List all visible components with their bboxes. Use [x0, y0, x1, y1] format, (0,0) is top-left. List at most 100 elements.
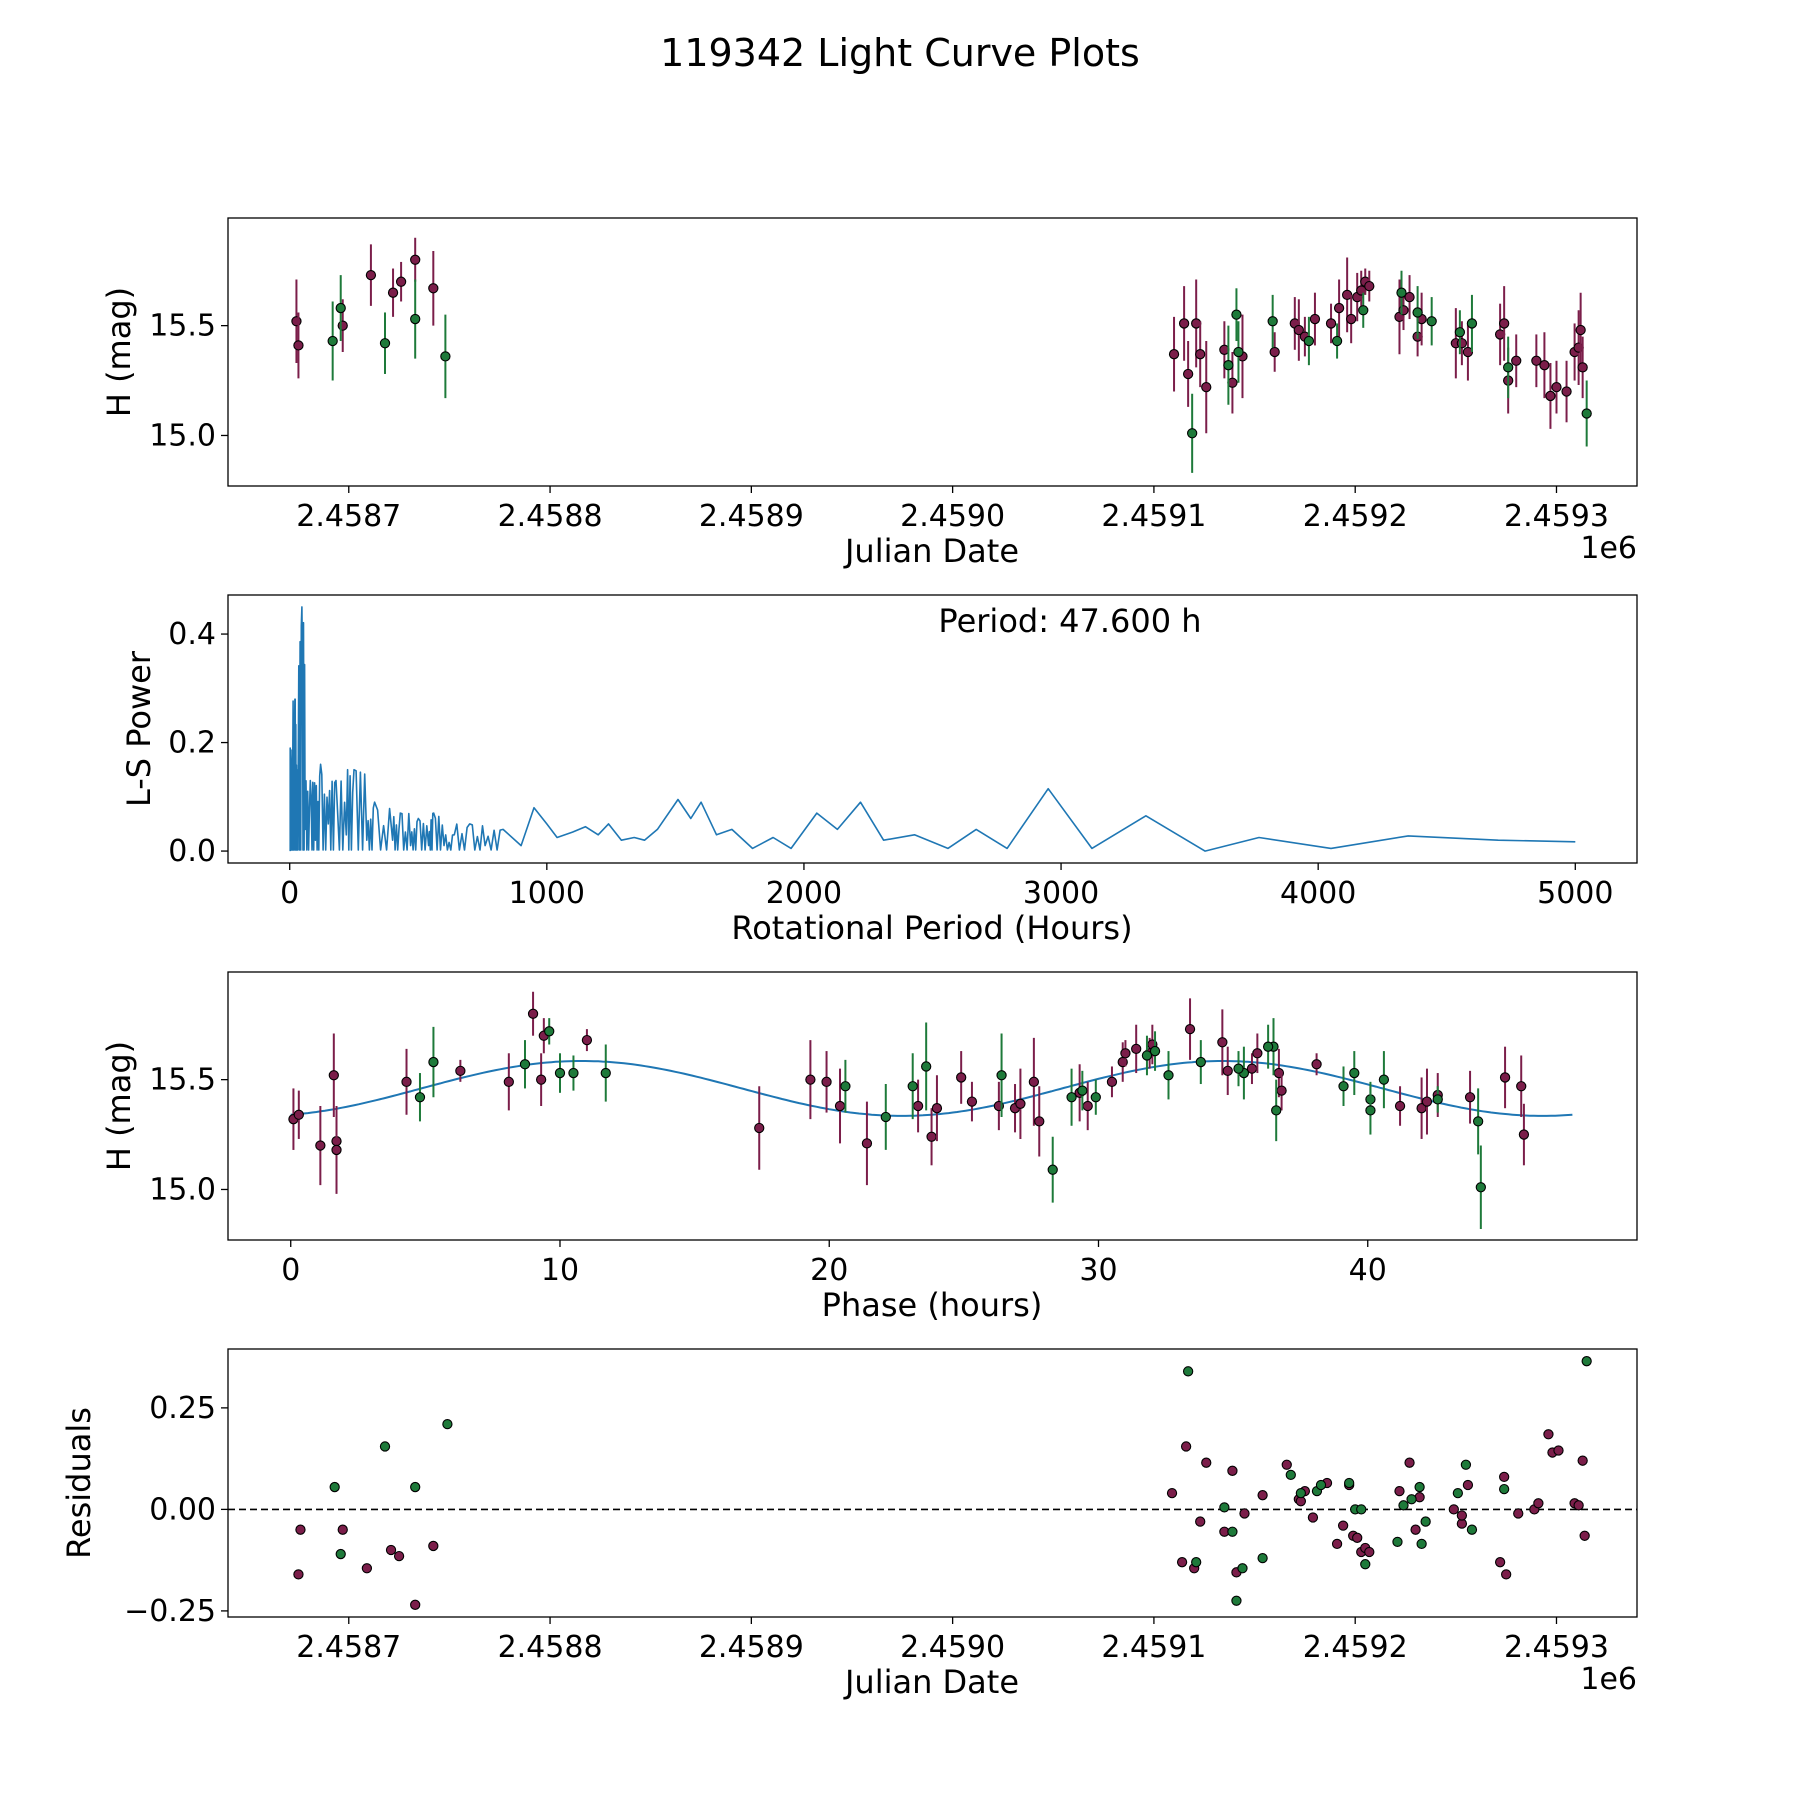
phase-point-band-green — [1338, 1081, 1349, 1092]
periodogram-line — [289, 606, 1576, 852]
residuals-point-band-green — [1581, 1356, 1592, 1367]
panel-residuals-frame — [227, 1348, 1638, 1618]
periodogram-y-tick-label: 0.4 — [168, 617, 216, 652]
lightcurve-x-tick-label: 2.4591 — [1101, 499, 1206, 534]
phase-x-tick-label: 20 — [810, 1253, 848, 1288]
phase-point-band-red — [754, 1122, 765, 1134]
phase-point-band-green — [1271, 1105, 1282, 1116]
residuals-point-band-red — [1307, 1512, 1319, 1523]
residuals-point-band-green — [1191, 1557, 1202, 1568]
phase-point-band-green — [1472, 1116, 1484, 1127]
lightcurve-point-band-red — [365, 269, 377, 281]
phase-point-band-green — [544, 1026, 555, 1037]
phase-point-band-red — [315, 1140, 326, 1151]
lightcurve-point-band-green — [1358, 305, 1369, 316]
phase-point-band-red — [293, 1109, 304, 1120]
lightcurve-point-band-red — [1168, 349, 1180, 360]
residuals-point-band-green — [1237, 1563, 1248, 1574]
residuals-point-band-green — [1406, 1494, 1417, 1505]
phase-point-band-red — [535, 1074, 547, 1085]
lightcurve-point-band-red — [1539, 360, 1550, 371]
lightcurve-point-band-red — [1346, 313, 1357, 325]
lightcurve-point-band-red — [1333, 302, 1345, 314]
periodogram-x-tick-label: 4000 — [1280, 876, 1356, 911]
phase-point-band-red — [581, 1034, 593, 1046]
residuals-x-label: Julian Date — [843, 1663, 1019, 1701]
phase-y-tick-label: 15.5 — [149, 1063, 216, 1098]
phase-point-band-red — [1499, 1072, 1511, 1083]
phase-point-band-red — [926, 1131, 937, 1142]
lightcurve-point-band-red — [1531, 355, 1542, 366]
residuals-point-band-red — [1456, 1510, 1468, 1521]
residuals-point-band-red — [337, 1524, 348, 1535]
residuals-point-band-red — [410, 1599, 421, 1610]
residuals-y-tick-label: 0.25 — [149, 1391, 216, 1426]
lightcurve-point-band-green — [1267, 316, 1278, 327]
panel-phase-frame — [227, 971, 1638, 1241]
phase-point-band-red — [455, 1065, 466, 1077]
phase-x-tick-label: 40 — [1349, 1253, 1387, 1288]
lightcurve-x-tick-label: 2.4589 — [699, 499, 804, 534]
phase-point-band-red — [1015, 1098, 1026, 1109]
periodogram-x-tick-label: 5000 — [1537, 876, 1613, 911]
phase-point-band-green — [1233, 1063, 1244, 1074]
phase-point-band-green — [921, 1061, 932, 1072]
lightcurve-point-band-green — [1233, 346, 1244, 358]
periodogram-x-tick-label: 2000 — [766, 876, 842, 911]
phase-point-band-green — [1141, 1050, 1153, 1061]
residuals-point-band-green — [1466, 1524, 1478, 1535]
residuals-point-band-red — [1394, 1485, 1405, 1497]
phase-point-band-green — [554, 1067, 566, 1079]
residuals-point-band-red — [1352, 1532, 1363, 1543]
residuals-x-tick-label: 2.4590 — [900, 1630, 1005, 1665]
figure-title: 119342 Light Curve Plots — [660, 31, 1140, 75]
residuals-point-band-red — [1195, 1516, 1206, 1527]
residuals-x-tick-label: 2.4593 — [1504, 1630, 1609, 1665]
lightcurve-point-band-red — [1545, 390, 1556, 402]
residuals-point-band-green — [1392, 1536, 1403, 1548]
residuals-y-label: Residuals — [60, 1407, 98, 1559]
lightcurve-point-band-red — [1269, 346, 1280, 358]
lightcurve-point-band-red — [1575, 324, 1586, 336]
residuals-point-band-green — [1295, 1488, 1307, 1499]
phase-point-band-red — [956, 1072, 967, 1083]
phase-point-band-red — [966, 1096, 978, 1107]
phase-point-band-red — [861, 1138, 873, 1149]
residuals-point-band-red — [1180, 1441, 1192, 1452]
phase-point-band-red — [503, 1076, 514, 1087]
phase-point-band-red — [1518, 1129, 1530, 1140]
residuals-point-band-green — [1231, 1595, 1242, 1606]
residuals-point-band-red — [1533, 1498, 1544, 1509]
residuals-x-tick-label: 2.4589 — [699, 1630, 804, 1665]
phase-point-band-green — [568, 1067, 579, 1079]
residuals-point-band-red — [1553, 1445, 1564, 1456]
phase-point-band-red — [1217, 1037, 1228, 1048]
lightcurve-y-label: H (mag) — [100, 287, 138, 417]
phase-point-band-red — [328, 1070, 339, 1081]
phase-point-band-red — [401, 1076, 412, 1087]
residuals-point-band-green — [1360, 1559, 1371, 1570]
lightcurve-point-band-red — [337, 320, 348, 331]
period-annotation: Period: 47.600 h — [938, 602, 1201, 640]
phase-y-label: H (mag) — [100, 1041, 138, 1171]
residuals-point-band-green — [442, 1418, 453, 1430]
residuals-point-band-green — [329, 1481, 340, 1493]
periodogram-y-tick-label: 0.2 — [168, 726, 216, 761]
residuals-point-band-red — [293, 1569, 304, 1580]
lightcurve-point-band-red — [1364, 280, 1375, 292]
phase-point-band-red — [1276, 1085, 1287, 1096]
phase-point-band-green — [1378, 1074, 1390, 1085]
residuals-x-tick-label: 2.4592 — [1303, 1630, 1408, 1665]
residuals-point-band-red — [1239, 1508, 1250, 1519]
residuals-point-band-green — [1257, 1552, 1268, 1564]
residuals-point-band-red — [1410, 1524, 1421, 1535]
residuals-point-band-green — [1460, 1459, 1472, 1470]
lightcurve-point-band-green — [1331, 335, 1343, 347]
residuals-point-band-red — [1404, 1457, 1415, 1468]
phase-point-band-red — [1184, 1023, 1196, 1035]
phase-point-band-green — [519, 1059, 531, 1070]
phase-point-band-red — [1516, 1081, 1527, 1092]
phase-point-band-red — [1120, 1048, 1131, 1059]
phase-point-band-green — [880, 1111, 891, 1123]
lightcurve-point-band-green — [1187, 428, 1198, 439]
